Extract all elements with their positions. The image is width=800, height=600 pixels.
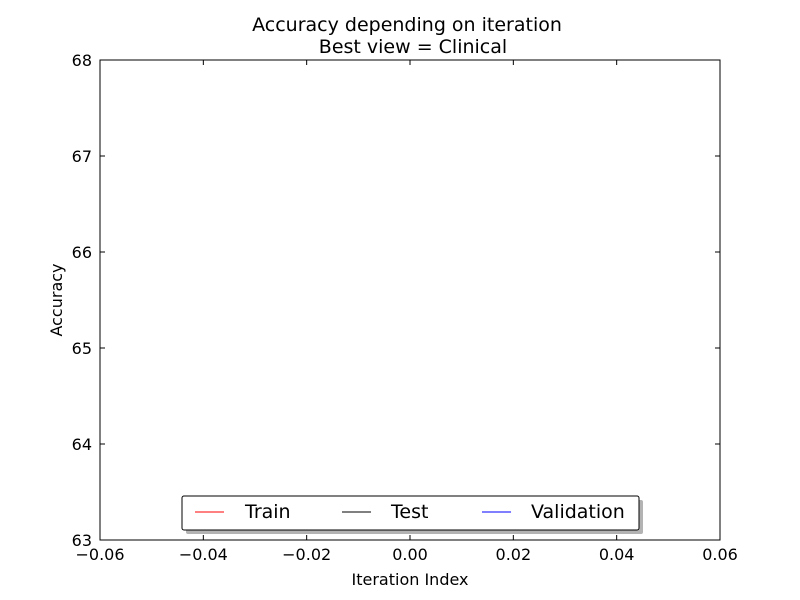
x-tick-label: −0.02 bbox=[282, 545, 331, 564]
x-axis-label: Iteration Index bbox=[352, 570, 469, 589]
y-axis: 63 64 65 66 67 68 bbox=[72, 51, 720, 550]
x-tick-label: 0.02 bbox=[496, 545, 532, 564]
legend-box bbox=[181, 495, 640, 531]
y-tick-label: 63 bbox=[72, 531, 92, 550]
y-axis-label: Accuracy bbox=[47, 263, 66, 336]
legend-label-train: Train bbox=[244, 501, 291, 523]
legend: Train Test Validation bbox=[181, 495, 643, 534]
chart-title: Accuracy depending on iteration bbox=[252, 14, 562, 36]
y-tick-label: 68 bbox=[72, 51, 92, 70]
chart-subtitle: Best view = Clinical bbox=[319, 36, 507, 58]
x-tick-label: −0.06 bbox=[75, 545, 124, 564]
x-tick-label: 0.04 bbox=[599, 545, 635, 564]
x-axis: −0.06 −0.04 −0.02 0.00 0.02 0.04 0.06 bbox=[75, 60, 738, 564]
y-tick-label: 67 bbox=[72, 147, 92, 166]
legend-label-validation: Validation bbox=[531, 501, 625, 523]
x-tick-label: 0.00 bbox=[392, 545, 428, 564]
x-tick-label: −0.04 bbox=[179, 545, 228, 564]
y-tick-label: 65 bbox=[72, 339, 92, 358]
plot-area bbox=[99, 59, 721, 541]
legend-label-test: Test bbox=[390, 501, 428, 523]
y-tick-label: 64 bbox=[72, 435, 92, 454]
y-tick-label: 66 bbox=[72, 243, 92, 262]
x-tick-label: 0.06 bbox=[702, 545, 738, 564]
